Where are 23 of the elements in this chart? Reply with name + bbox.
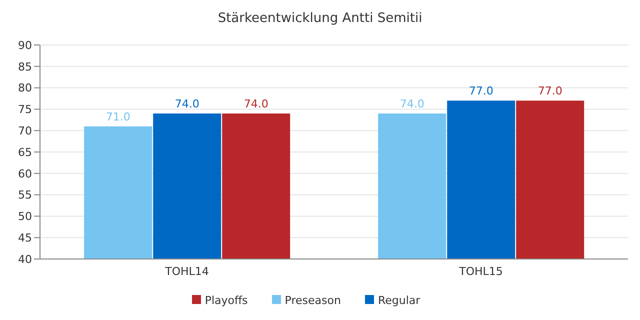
data-label: 77.0 — [538, 84, 562, 98]
data-label: 71.0 — [106, 110, 130, 124]
y-tick-label: 75 — [18, 103, 32, 116]
legend-label: Preseason — [284, 294, 341, 307]
data-label: 74.0 — [400, 97, 424, 110]
y-tick-label: 60 — [18, 167, 32, 180]
y-tick-label: 45 — [18, 232, 32, 245]
data-label: 74.0 — [174, 97, 200, 110]
y-tick-label: 80 — [18, 82, 32, 95]
chart-title: Stärkeentwicklung Antti Semitii — [216, 11, 424, 26]
x-tick-label: TOHL14 — [164, 264, 209, 278]
data-label: 74.0 — [244, 97, 268, 110]
data-label: 77.0 — [468, 84, 494, 98]
y-tick-label: 70 — [18, 124, 32, 138]
y-tick-label: 65 — [18, 146, 32, 159]
x-tick-label: TOHL15 — [458, 264, 503, 278]
y-tick-label: 85 — [18, 60, 32, 74]
y-tick-label: 50 — [18, 210, 32, 224]
y-tick-label: 55 — [18, 188, 32, 202]
legend-label: Playoffs — [204, 294, 248, 307]
legend-label: Regular — [378, 294, 420, 307]
y-tick-label: 40 — [18, 252, 32, 266]
y-tick-label: 90 — [18, 38, 32, 52]
